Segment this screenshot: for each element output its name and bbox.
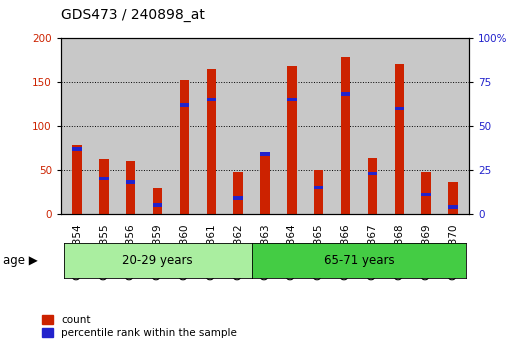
Bar	[314, 186, 323, 189]
Bar	[153, 188, 162, 214]
Text: age ▶: age ▶	[3, 254, 38, 267]
Bar	[368, 172, 377, 175]
Bar	[394, 107, 404, 110]
Bar	[341, 57, 350, 214]
Bar	[126, 180, 136, 184]
Bar	[153, 203, 162, 207]
Bar	[99, 177, 109, 180]
Bar	[99, 159, 109, 214]
Bar	[233, 172, 243, 214]
Bar	[207, 69, 216, 214]
Bar	[314, 170, 323, 214]
Text: 65-71 years: 65-71 years	[324, 254, 394, 267]
Bar	[368, 158, 377, 214]
Bar	[73, 145, 82, 214]
Bar	[287, 98, 297, 101]
Legend: count, percentile rank within the sample: count, percentile rank within the sample	[42, 315, 237, 338]
Bar	[260, 152, 270, 156]
Bar	[260, 154, 270, 214]
Bar	[421, 193, 431, 196]
Bar	[448, 205, 457, 209]
Bar	[341, 92, 350, 96]
Bar	[394, 64, 404, 214]
Bar	[421, 172, 431, 214]
Bar	[207, 98, 216, 101]
Bar	[126, 161, 136, 214]
Bar	[180, 103, 189, 107]
Text: GDS473 / 240898_at: GDS473 / 240898_at	[61, 8, 205, 22]
Bar	[448, 182, 457, 214]
Bar	[233, 196, 243, 200]
Bar	[180, 80, 189, 214]
Bar	[287, 66, 297, 214]
Text: 20-29 years: 20-29 years	[122, 254, 193, 267]
Bar	[73, 147, 82, 150]
